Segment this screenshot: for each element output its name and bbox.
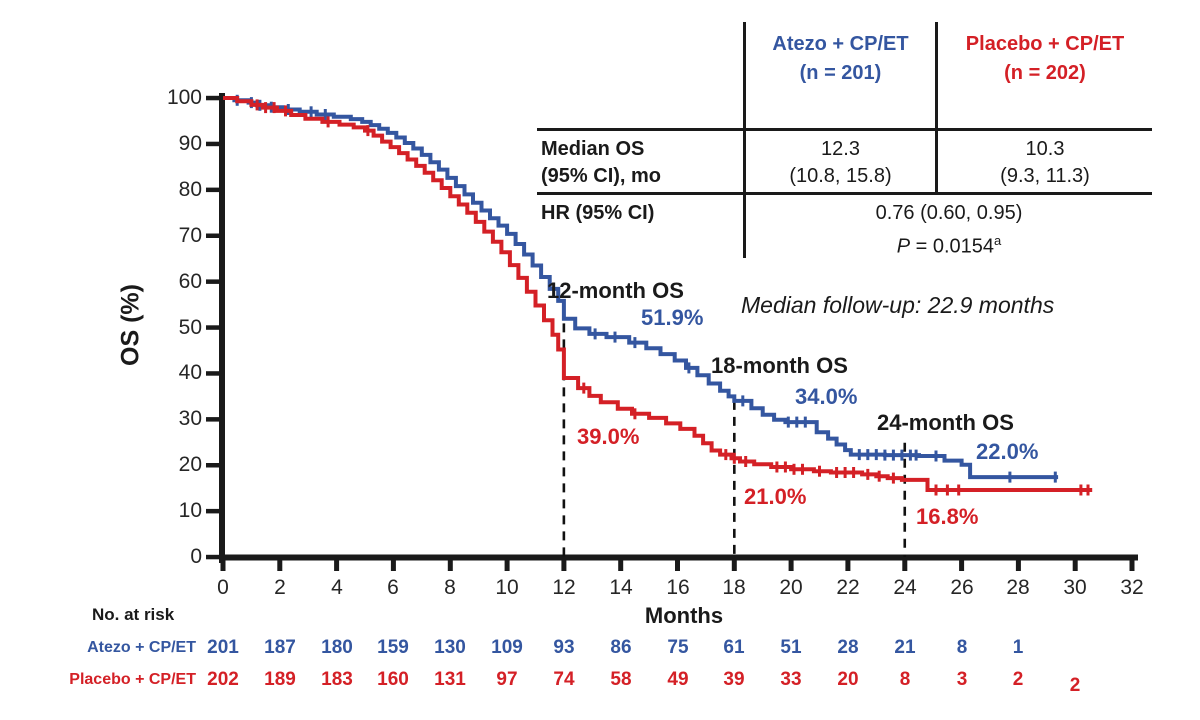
table-rule-vertical-1 <box>743 22 746 258</box>
x-tick <box>1015 560 1021 571</box>
y-tick <box>206 417 220 422</box>
annotation-18month-atezo-value: 34.0% <box>795 384 858 409</box>
x-tick <box>618 560 624 571</box>
y-tick <box>206 187 220 193</box>
table-rule-top <box>537 128 1152 131</box>
annotation-12month-atezo-value: 51.9% <box>641 305 704 330</box>
x-tick <box>504 560 510 571</box>
x-tick <box>1072 560 1078 571</box>
y-axis-line <box>219 93 225 563</box>
table-hr-value: 0.76 (0.60, 0.95) P = 0.0154a <box>746 200 1152 261</box>
annotation-18month-placebo-value: 21.0% <box>744 484 807 509</box>
at-risk-label-placebo: Placebo + CP/ET <box>69 671 196 688</box>
x-tick <box>561 560 567 571</box>
x-tick <box>675 560 680 571</box>
x-axis-title: Months <box>644 603 724 628</box>
placebo-censor-ticks <box>255 99 1090 496</box>
x-tick <box>1129 560 1135 571</box>
y-tick <box>206 95 220 101</box>
annotation-18month-label: 18-month OS <box>711 353 848 378</box>
y-tick <box>206 233 220 238</box>
y-tick <box>206 371 220 376</box>
x-tick <box>959 560 965 571</box>
y-tick <box>206 325 220 330</box>
table-median-os-placebo: 10.3 (9.3, 11.3) <box>1000 138 1090 187</box>
y-tick <box>206 508 220 514</box>
atezo-curve <box>223 96 1059 480</box>
x-tick <box>390 560 396 571</box>
x-tick <box>845 560 851 571</box>
at-risk-title: No. at risk <box>92 605 175 624</box>
annotation-24month-atezo-value: 22.0% <box>976 439 1039 464</box>
table-p-value: P = 0.0154a <box>896 233 1002 258</box>
x-tick <box>788 560 794 571</box>
table-median-os-atezo: 12.3 (10.8, 15.8) <box>789 138 892 187</box>
x-tick <box>731 560 737 571</box>
x-axis-line <box>219 554 1138 561</box>
table-hr-label: HR (95% CI) <box>541 202 655 224</box>
table-header-atezo: Atezo + CP/ET (n = 201) <box>772 33 909 84</box>
annotation-24month-placebo-value: 16.8% <box>916 504 979 529</box>
table-rule-mid <box>537 192 1152 195</box>
x-tick <box>277 560 283 571</box>
placebo-curve <box>223 96 1093 492</box>
table-median-os-label: Median OS (95% CI), mo <box>541 138 662 187</box>
table-header-placebo: Placebo + CP/ET (n = 202) <box>965 33 1125 84</box>
median-followup-note: Median follow-up: 22.9 months <box>741 292 1055 318</box>
y-axis-title: OS (%) <box>116 284 145 366</box>
annotation-24month-label: 24-month OS <box>877 410 1014 435</box>
at-risk-label-atezo: Atezo + CP/ET <box>87 639 196 656</box>
annotation-12month-placebo-value: 39.0% <box>577 424 640 449</box>
x-tick <box>220 560 226 571</box>
annotation-12month-label: 12-month OS <box>547 278 684 303</box>
y-tick <box>206 141 220 147</box>
x-tick <box>902 560 908 571</box>
x-tick <box>447 560 453 571</box>
x-tick <box>334 560 340 571</box>
y-tick <box>206 554 220 560</box>
y-tick <box>206 279 220 284</box>
y-tick <box>206 463 220 468</box>
table-rule-vertical-2 <box>935 22 938 193</box>
